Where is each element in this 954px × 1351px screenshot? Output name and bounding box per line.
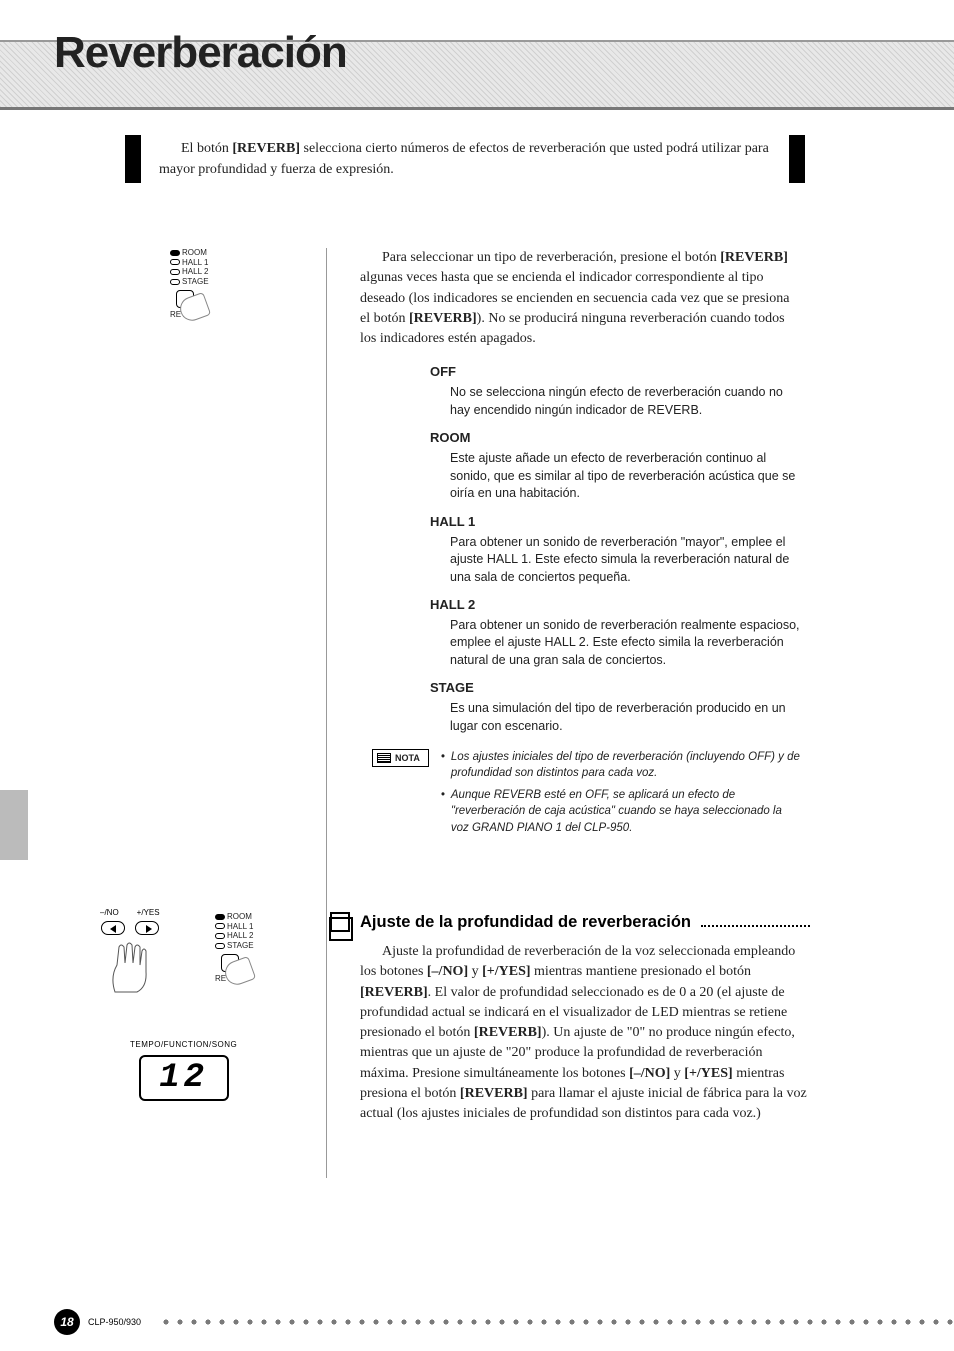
p1b: [REVERB] xyxy=(720,250,788,265)
model-label: CLP-950/930 xyxy=(88,1317,141,1327)
nota-label: NOTA xyxy=(395,752,420,765)
intro-pre: El botón xyxy=(181,141,232,156)
def-term: HALL 2 xyxy=(430,596,800,615)
nota-text: •Los ajustes iniciales del tipo de rever… xyxy=(441,749,800,841)
led-label: STAGE xyxy=(227,941,254,951)
footer-dots xyxy=(159,1317,954,1327)
section-depth-adjust: Ajuste de la profundidad de reverberació… xyxy=(330,912,810,1125)
led-icon xyxy=(215,943,225,949)
led-label: ROOM xyxy=(182,248,207,258)
column-divider xyxy=(326,248,327,1178)
led-icon xyxy=(170,279,180,285)
s2-t9: [–/NO] xyxy=(629,1066,670,1081)
lcd-display: 12 xyxy=(139,1055,229,1101)
led-icon xyxy=(170,269,180,275)
def-desc: No se selecciona ningún efecto de reverb… xyxy=(450,384,800,419)
def-desc: Para obtener un sonido de reverberación … xyxy=(450,617,800,670)
nota-block: NOTA •Los ajustes iniciales del tipo de … xyxy=(372,749,800,841)
s2-t11: [+/YES] xyxy=(684,1066,732,1081)
page-footer: 18 CLP-950/930 xyxy=(54,1309,954,1335)
s2-t13: [REVERB] xyxy=(460,1086,528,1101)
hand-icon xyxy=(105,937,155,997)
page-number: 18 xyxy=(54,1309,80,1335)
grey-sidebar-tab xyxy=(0,790,28,860)
p1d: [REVERB] xyxy=(409,311,477,326)
def-term: HALL 1 xyxy=(430,513,800,532)
nota-item: Los ajustes iniciales del tipo de reverb… xyxy=(451,749,800,781)
led-icon xyxy=(170,259,180,265)
def-desc: Para obtener un sonido de reverberación … xyxy=(450,534,800,587)
section2-body: Ajuste la profundidad de reverberación d… xyxy=(360,942,810,1125)
led-label: HALL 1 xyxy=(227,922,253,932)
intro-text: El botón [REVERB] selecciona cierto núme… xyxy=(159,138,771,180)
s2-t10: y xyxy=(670,1066,684,1081)
intro-block: El botón [REVERB] selecciona cierto núme… xyxy=(125,135,805,183)
led-label: ROOM xyxy=(227,912,252,922)
bullet: • xyxy=(441,787,445,835)
nota-item: Aunque REVERB esté en OFF, se aplicará u… xyxy=(451,787,800,835)
note-icon xyxy=(377,753,391,763)
def-term: STAGE xyxy=(430,679,800,698)
s2-t3: [+/YES] xyxy=(482,964,530,979)
s2-t2: y xyxy=(468,964,482,979)
yes-label: +/YES xyxy=(137,908,160,917)
minus-button-icon xyxy=(101,921,125,935)
def-term: ROOM xyxy=(430,429,800,448)
tempo-display-block: TEMPO/FUNCTION/SONG 12 xyxy=(130,1040,237,1101)
main-text-column: Para seleccionar un tipo de reverberació… xyxy=(360,248,800,842)
intro-bar-left xyxy=(125,135,141,183)
lcd-value: 12 xyxy=(159,1059,208,1097)
s2-t5: [REVERB] xyxy=(360,985,428,1000)
section-square-icon xyxy=(330,912,350,932)
led-icon xyxy=(170,250,180,256)
no-label: –/NO xyxy=(100,908,119,917)
reverb-button-diagram-top: ROOM HALL 1 HALL 2 STAGE REVERB xyxy=(170,248,209,319)
no-yes-diagram: –/NO +/YES xyxy=(100,908,160,999)
p1a: Para seleccionar un tipo de reverberació… xyxy=(382,250,720,265)
dotted-leader xyxy=(701,917,810,927)
led-icon xyxy=(215,914,225,920)
nota-badge: NOTA xyxy=(372,749,429,767)
led-icon xyxy=(215,923,225,929)
led-icon xyxy=(215,933,225,939)
s2-t4: mientras mantiene presionado el botón xyxy=(531,964,751,979)
s2-t1: [–/NO] xyxy=(427,964,468,979)
tempo-label: TEMPO/FUNCTION/SONG xyxy=(130,1040,237,1049)
intro-bar-right xyxy=(789,135,805,183)
page-title: Reverberación xyxy=(54,28,347,78)
s2-t7: [REVERB] xyxy=(474,1025,542,1040)
bullet: • xyxy=(441,749,445,781)
def-desc: Este ajuste añade un efecto de reverbera… xyxy=(450,450,800,503)
def-desc: Es una simulación del tipo de reverberac… xyxy=(450,700,800,735)
section2-title: Ajuste de la profundidad de reverberació… xyxy=(360,913,691,932)
led-label: HALL 2 xyxy=(227,931,253,941)
led-label: HALL 2 xyxy=(182,267,208,277)
plus-button-icon xyxy=(135,921,159,935)
def-term: OFF xyxy=(430,363,800,382)
led-label: HALL 1 xyxy=(182,258,208,268)
led-label: STAGE xyxy=(182,277,209,287)
intro-bold: [REVERB] xyxy=(232,141,300,156)
reverb-button-diagram-bottom: ROOM HALL 1 HALL 2 STAGE REVERB xyxy=(215,912,254,983)
definition-list: OFF No se selecciona ningún efecto de re… xyxy=(360,363,800,735)
